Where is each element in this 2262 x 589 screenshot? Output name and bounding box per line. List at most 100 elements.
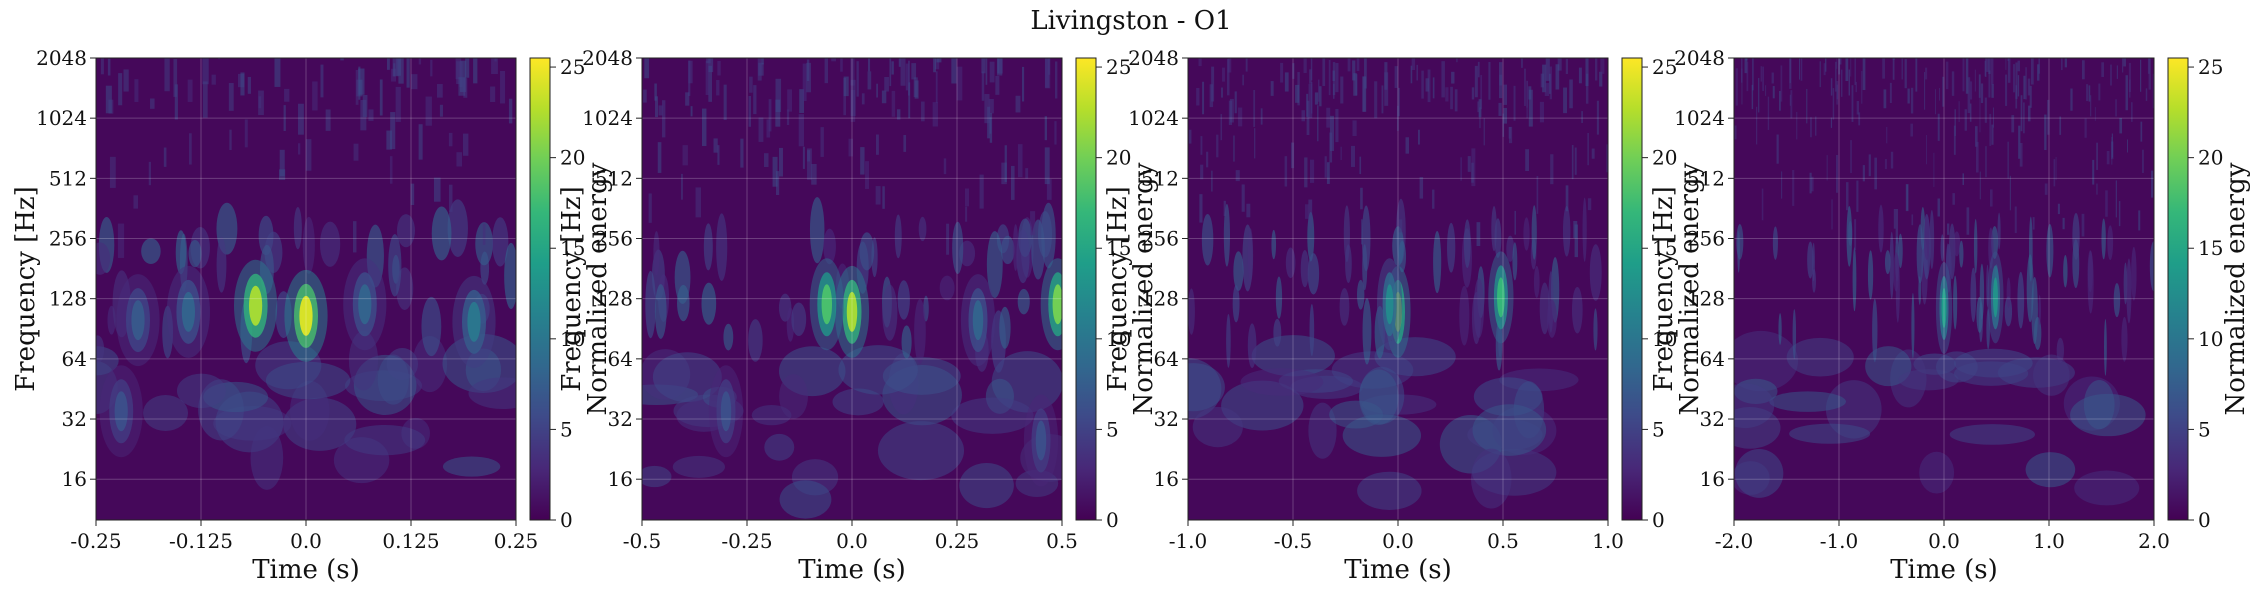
x-tick-label: 1.0 [2033, 529, 2065, 553]
energy-peak [1035, 420, 1047, 461]
x-tick-label: 0.0 [836, 529, 868, 553]
colorbar-tick-label: 20 [2198, 146, 2223, 170]
y-tick-label: 256 [1687, 227, 1725, 251]
x-tick-label: 0.25 [494, 529, 539, 553]
colorbar-tick-label: 20 [1652, 146, 1677, 170]
x-tick-label: -0.25 [721, 529, 772, 553]
energy-peak [846, 291, 858, 332]
x-tick-label: -2.0 [1715, 529, 1754, 553]
energy-peak [114, 391, 128, 432]
energy-peak [467, 301, 481, 342]
colorbar-tick-label: 5 [1106, 417, 1119, 441]
colorbar [1075, 57, 1097, 521]
y-tick-label: 16 [1700, 467, 1725, 491]
energy-peak [972, 300, 984, 341]
y-tick-label: 128 [49, 287, 87, 311]
x-tick-label: -0.25 [70, 529, 121, 553]
colorbar [529, 57, 551, 521]
y-tick-label: 1024 [36, 106, 87, 130]
energy-peak [1992, 277, 1998, 318]
colorbar-tick-label: 25 [1652, 55, 1677, 79]
y-tick-label: 16 [1154, 467, 1179, 491]
colorbar-tick-label: 0 [1106, 508, 1119, 532]
x-tick-label: 0.5 [1487, 529, 1519, 553]
colorbar-tick-label: 10 [560, 327, 585, 351]
y-tick-label: 128 [595, 287, 633, 311]
y-tick-label: 2048 [1128, 46, 1179, 70]
x-tick-label: -0.125 [169, 529, 233, 553]
y-tick-label: 512 [1141, 166, 1179, 190]
energy-peak [1497, 277, 1505, 318]
colorbar-label: Normalized energy [583, 162, 613, 415]
energy-peak [131, 300, 145, 341]
y-axis-label: Frequency [Hz] [1649, 186, 1679, 392]
colorbar-tick-label: 5 [560, 417, 573, 441]
y-tick-label: 512 [595, 166, 633, 190]
colorbar-label: Normalized energy [1129, 162, 1159, 415]
y-tick-label: 1024 [1128, 106, 1179, 130]
y-tick-label: 256 [49, 227, 87, 251]
colorbar-tick-label: 5 [2198, 417, 2211, 441]
y-tick-label: 16 [62, 467, 87, 491]
colorbar-tick-label: 10 [2198, 327, 2223, 351]
spectrogram-panel-4: -2.0 -1.0 0.0 1.0 2.0 16 32 64 128 256 512 1024 2048… [1649, 46, 2251, 585]
x-tick-label: 0.0 [1382, 529, 1414, 553]
figure-title: Livingston - O1 [1030, 6, 1232, 36]
colorbar [1621, 57, 1643, 521]
x-tick-label: -1.0 [1820, 529, 1859, 553]
colorbar-label: Normalized energy [1675, 162, 1705, 415]
x-tick-label: -0.5 [1274, 529, 1313, 553]
x-tick-label: 1.0 [1592, 529, 1624, 553]
heatmap-texture [1188, 58, 1608, 510]
y-tick-label: 64 [1154, 347, 1179, 371]
x-axis-label: Time (s) [798, 555, 906, 585]
y-tick-label: 64 [62, 347, 87, 371]
y-tick-label: 16 [608, 467, 633, 491]
y-tick-label: 256 [1141, 227, 1179, 251]
energy-peak [1385, 284, 1394, 325]
colorbar-label: Normalized energy [2221, 162, 2251, 415]
colorbar-tick-label: 10 [1652, 327, 1677, 351]
energy-peak [1941, 287, 1947, 328]
colorbar-tick-label: 15 [1652, 236, 1677, 260]
y-tick-label: 512 [49, 166, 87, 190]
x-tick-label: 2.0 [2138, 529, 2170, 553]
y-tick-label: 64 [1700, 347, 1725, 371]
colorbar-tick-label: 15 [2198, 236, 2223, 260]
energy-peak [181, 291, 195, 332]
spectrogram-panel-3: -1.0 -0.5 0.0 0.5 1.0 16 32 64 128 256 512 1024 2048… [1103, 46, 1705, 585]
energy-peak [299, 295, 313, 336]
colorbar-tick-label: 20 [560, 146, 585, 170]
y-tick-label: 2048 [36, 46, 87, 70]
colorbar-tick-label: 20 [1106, 146, 1131, 170]
y-axis-label: Frequency [Hz] [1103, 186, 1133, 392]
spectrogram-panel-2: -0.5 -0.25 0.0 0.25 0.5 16 32 64 128 256 512 1024 20… [557, 46, 1159, 585]
colorbar-tick-label: 0 [1652, 508, 1665, 532]
y-axis-label: Frequency [Hz] [557, 186, 587, 392]
colorbar-tick-label: 0 [2198, 508, 2211, 532]
colorbar [2167, 57, 2189, 521]
x-axis-label: Time (s) [1890, 555, 1998, 585]
x-axis-label: Time (s) [252, 555, 360, 585]
x-tick-label: 0.125 [382, 529, 439, 553]
colorbar-tick-label: 15 [1106, 236, 1131, 260]
colorbar-tick-label: 25 [560, 55, 585, 79]
x-tick-label: -1.0 [1169, 529, 1208, 553]
y-tick-label: 1024 [1674, 106, 1725, 130]
spectrogram-panel-1: -0.25 -0.125 0.0 0.125 0.25 16 32 64 128 256 512 10… [11, 46, 613, 585]
colorbar-tick-label: 10 [1106, 327, 1131, 351]
y-tick-label: 128 [1141, 287, 1179, 311]
x-tick-label: -0.5 [623, 529, 662, 553]
colorbar-tick-label: 25 [2198, 55, 2223, 79]
y-tick-label: 1024 [582, 106, 633, 130]
energy-peak [720, 391, 732, 432]
heatmap-texture [642, 58, 1062, 519]
y-tick-label: 2048 [582, 46, 633, 70]
y-tick-label: 32 [62, 407, 87, 431]
y-tick-label: 64 [608, 347, 633, 371]
y-tick-label: 32 [1154, 407, 1179, 431]
heatmap-texture [1734, 58, 2154, 506]
x-tick-label: 0.25 [935, 529, 980, 553]
y-tick-label: 128 [1687, 287, 1725, 311]
